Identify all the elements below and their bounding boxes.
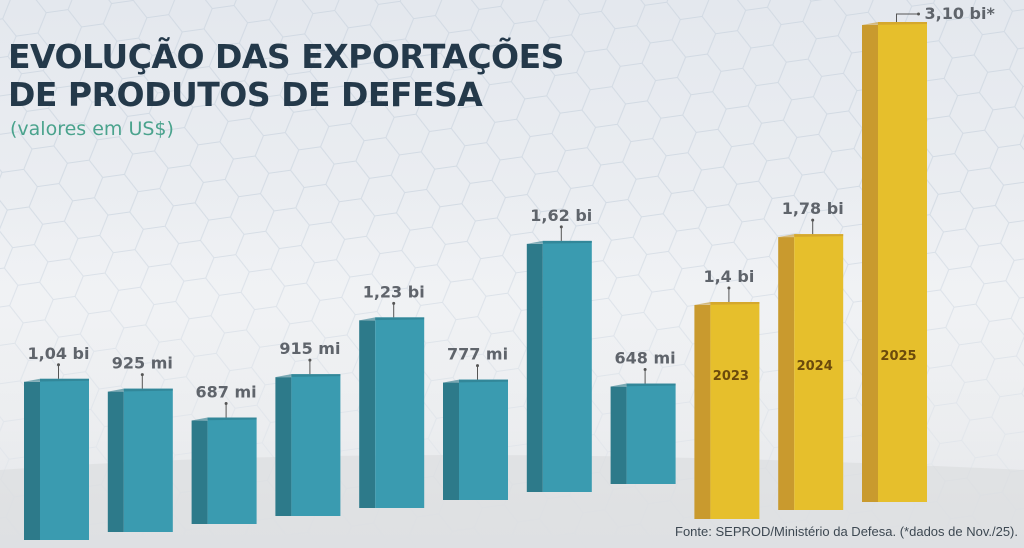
- bar-side: [191, 420, 208, 524]
- bar-side: [862, 25, 878, 502]
- year-label: 2023: [713, 369, 749, 384]
- label-connector-dot: [308, 358, 312, 362]
- bar-top: [24, 378, 89, 382]
- bar-top: [443, 379, 508, 383]
- label-connector-dot: [476, 364, 479, 368]
- bar-top: [359, 317, 425, 321]
- bar-side: [24, 381, 40, 540]
- chart-title-line2: DE PRODUTOS DE DEFESA: [8, 75, 483, 114]
- value-label: 687 mi: [196, 383, 257, 402]
- label-connector-dot: [140, 373, 144, 377]
- bar-top: [275, 374, 341, 378]
- bar: [207, 417, 257, 524]
- bar-side: [610, 386, 627, 484]
- bar: [794, 234, 844, 510]
- bar-top: [610, 383, 676, 387]
- value-label: 3,10 bi*: [925, 4, 996, 23]
- bar-side: [778, 237, 795, 510]
- bar: [878, 22, 927, 502]
- value-label: 925 mi: [112, 354, 173, 373]
- source-note: Fonte: SEPROD/Ministério da Defesa. (*da…: [675, 524, 1018, 539]
- bar: [40, 378, 89, 540]
- bar-top: [694, 302, 760, 305]
- label-connector-dot: [727, 286, 731, 290]
- bar-side: [443, 382, 459, 500]
- label-connector-dot: [224, 402, 228, 406]
- bar: [710, 302, 760, 519]
- bar-top: [862, 22, 927, 25]
- value-label: 1,78 bi: [782, 199, 844, 218]
- label-connector-dot: [392, 301, 396, 305]
- bar-side: [107, 391, 124, 532]
- bar-top: [778, 234, 844, 238]
- label-connector-dot: [57, 363, 60, 367]
- chart-title-line1: EVOLUÇÃO DAS EXPORTAÇÕES: [8, 37, 564, 76]
- bar: [375, 317, 425, 508]
- bar: [626, 383, 676, 484]
- year-label: 2025: [880, 349, 916, 364]
- bar-side: [359, 320, 376, 508]
- value-label: 648 mi: [615, 349, 676, 368]
- bar: [123, 388, 173, 532]
- label-connector-dot: [917, 12, 920, 16]
- label-connector: [896, 13, 919, 22]
- value-label: 915 mi: [279, 339, 340, 358]
- bar-side: [526, 243, 543, 492]
- value-label: 777 mi: [447, 345, 508, 364]
- chart-subtitle: (valores em US$): [10, 118, 174, 140]
- value-label: 1,62 bi: [530, 206, 592, 225]
- bar-side: [694, 305, 711, 519]
- bar: [459, 379, 508, 500]
- bar-top: [107, 388, 173, 392]
- chart-title: EVOLUÇÃO DAS EXPORTAÇÕES DE PRODUTOS DE …: [8, 38, 564, 114]
- value-label: 1,04 bi: [28, 344, 90, 363]
- label-connector-dot: [643, 368, 647, 372]
- year-label: 2024: [797, 359, 833, 374]
- label-connector-dot: [559, 225, 563, 229]
- value-label: 1,4 bi: [703, 267, 754, 286]
- bar-top: [526, 240, 592, 244]
- bar-side: [275, 377, 292, 516]
- bar: [542, 240, 592, 492]
- bar-top: [191, 417, 257, 421]
- label-connector-dot: [811, 218, 815, 222]
- value-label: 1,23 bi: [363, 282, 425, 301]
- bar: [291, 374, 341, 516]
